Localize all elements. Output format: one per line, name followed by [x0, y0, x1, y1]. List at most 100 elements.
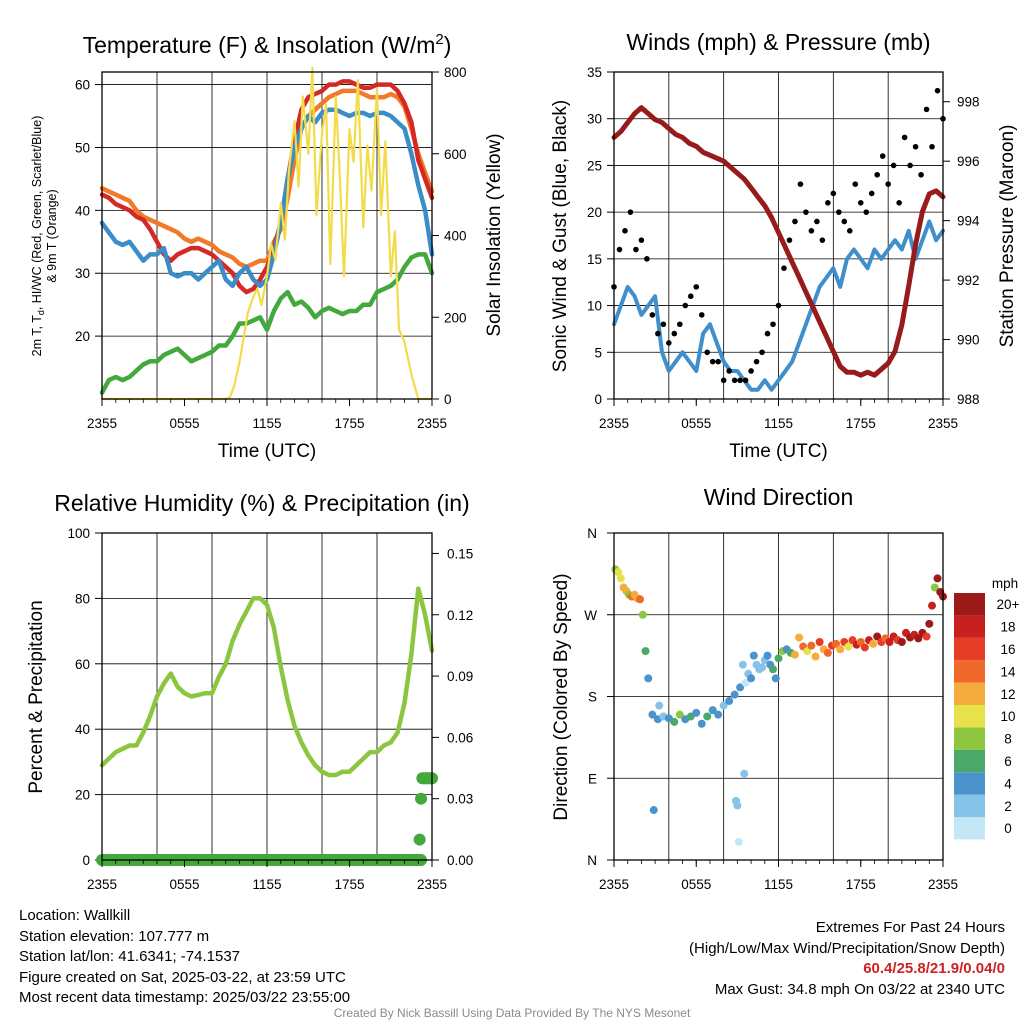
gust-point — [742, 377, 749, 384]
colorbar-swatch — [954, 682, 985, 705]
gust-point — [885, 181, 891, 187]
gust-point — [841, 218, 848, 225]
y-axis-label: Percent & Precipitation — [26, 600, 47, 793]
direction-point — [914, 634, 923, 643]
credit-line: Created By Nick Bassill Using Data Provi… — [333, 1006, 691, 1020]
y2-tick-label: 800 — [444, 65, 467, 80]
direction-point — [614, 568, 623, 577]
direction-point — [725, 697, 734, 706]
gust-point — [896, 200, 902, 206]
colorbar-label: 12 — [1000, 687, 1015, 702]
gust-point — [901, 134, 908, 141]
direction-point — [736, 683, 745, 692]
panel-title: Winds (mph) & Pressure (mb) — [626, 29, 930, 55]
direction-point — [832, 639, 841, 648]
figure-created: Figure created on Sat, 2025-03-22, at 23… — [19, 968, 346, 986]
y-tick-label: 100 — [67, 526, 90, 541]
direction-point — [856, 638, 865, 646]
gust-point — [638, 237, 645, 243]
gust-point — [797, 181, 804, 187]
y-tick-label: 35 — [587, 65, 602, 80]
gust-point — [868, 190, 875, 197]
winds-pressure-panel: 0 5 10 15 20 25 30 35 988 990 992 994 996 998 2355 0555… — [550, 29, 1018, 462]
direction-point — [885, 638, 894, 646]
x-tick-label: 2355 — [599, 416, 629, 431]
y-tick-label: N — [587, 526, 597, 541]
gust-point — [786, 237, 793, 243]
gust-point — [912, 143, 919, 150]
y2-axis-label: Solar Insolation (Yellow) — [484, 133, 505, 336]
y-tick-label: E — [588, 771, 597, 786]
x-tick-label: 1755 — [846, 877, 876, 892]
direction-point — [758, 663, 767, 672]
direction-point — [925, 619, 934, 628]
gust-point — [918, 171, 924, 178]
gust-point — [808, 228, 815, 234]
rh-line — [99, 586, 435, 778]
gust-point — [748, 368, 754, 374]
y2-tick-label: 990 — [957, 333, 980, 348]
gust-point — [644, 256, 650, 262]
extremes-info: Extremes For Past 24 Hours (High/Low/Max… — [689, 918, 1005, 1000]
gust-point — [671, 330, 678, 337]
colorbar-label: 14 — [1000, 664, 1016, 679]
speed-colorbar: mph 0 2 4 6 8 10 12 14 16 18 20+ — [954, 576, 1020, 840]
colorbar-swatch — [954, 660, 985, 683]
direction-point — [732, 796, 741, 805]
precip-point — [415, 792, 427, 805]
y2-tick-label: 996 — [957, 154, 980, 169]
y-tick-label: 60 — [75, 657, 90, 672]
y-tick-label: 80 — [75, 591, 90, 606]
y-axis-label: Sonic Wind & Gust (Blue, Black) — [550, 100, 571, 372]
recent-timestamp: Most recent data timestamp: 2025/03/22 2… — [19, 989, 351, 1006]
direction-point — [649, 806, 658, 815]
gust-point — [814, 218, 820, 225]
y-tick-label: 0 — [82, 853, 90, 868]
x-tick-label: 0555 — [681, 877, 711, 892]
x-tick-label: 1155 — [252, 877, 281, 892]
title-sup: 2 — [435, 31, 443, 48]
direction-point — [807, 641, 816, 650]
y-tick-label: 30 — [587, 112, 602, 127]
direction-point — [638, 610, 647, 619]
title-end: ) — [444, 32, 452, 58]
wind-line — [612, 219, 945, 392]
direction-point — [734, 837, 743, 846]
colorbar-label: 8 — [1004, 732, 1012, 747]
y2-tick-label: 0.12 — [447, 608, 473, 623]
gust-point — [622, 228, 628, 234]
direction-point — [703, 712, 712, 721]
colorbar-swatch — [954, 794, 985, 817]
y-tick-label: 40 — [75, 722, 90, 737]
colorbar-swatch — [954, 637, 985, 661]
x-tick-label: 2355 — [417, 416, 447, 431]
extremes-values: 60.4/25.8/21.9/0.04/0 — [863, 960, 1005, 977]
gust-point — [863, 209, 870, 215]
extremes-legend: (High/Low/Max Wind/Precipitation/Snow De… — [689, 939, 1005, 957]
y2-tick-label: 998 — [957, 95, 980, 110]
direction-point — [697, 719, 706, 728]
direction-point — [708, 706, 717, 715]
gust-point — [770, 321, 776, 328]
ylabel-part: 2m T, T — [30, 315, 44, 357]
x-tick-label: 2355 — [599, 877, 629, 892]
direction-point — [644, 674, 653, 683]
y-tick-label: 30 — [75, 266, 90, 281]
gust-point — [720, 377, 727, 384]
x-tick-label: 2355 — [417, 877, 447, 892]
direction-point — [922, 632, 931, 641]
ylabel-sub: d — [36, 310, 46, 315]
gust-point — [857, 200, 864, 206]
colorbar-label: 2 — [1004, 799, 1012, 814]
x-tick-label: 2355 — [928, 877, 958, 892]
colorbar-swatch — [954, 772, 985, 795]
y-axis-label-2: & 9m T (Orange) — [45, 189, 59, 282]
colorbar-label: 16 — [1000, 642, 1015, 657]
gust-point — [879, 153, 886, 159]
direction-point — [655, 701, 664, 710]
y-tick-label: 25 — [587, 158, 602, 173]
colorbar-label: 18 — [1000, 620, 1015, 635]
colorbar-swatch — [954, 817, 985, 840]
y-axis-label: 2m T, Td, HI/WC (Red, Green, Scarlet/Blu… — [30, 116, 46, 357]
y2-tick-label: 0.06 — [447, 730, 473, 745]
